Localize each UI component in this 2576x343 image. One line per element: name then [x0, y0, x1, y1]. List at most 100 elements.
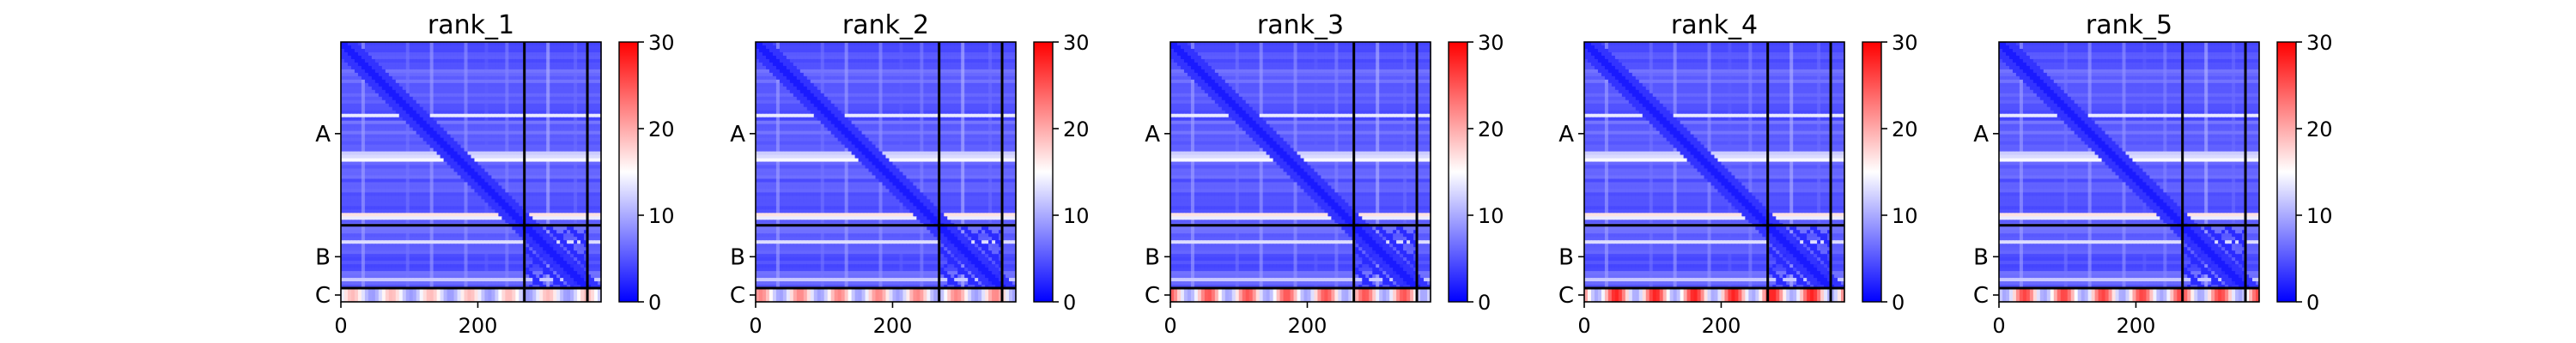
heatmap-cell — [368, 240, 373, 244]
heatmap-cell — [347, 250, 352, 255]
heatmap-cell — [570, 55, 574, 60]
heatmap-cell — [350, 213, 355, 217]
heatmap-cell — [594, 48, 598, 53]
heatmap-cell — [453, 151, 459, 156]
heatmap-cell — [591, 175, 595, 180]
heatmap-cell — [343, 96, 349, 101]
heatmap-cell — [350, 175, 355, 180]
heatmap-cell — [402, 82, 407, 87]
heatmap-cell — [405, 220, 410, 224]
heatmap-cell — [580, 79, 585, 84]
heatmap-cell — [371, 168, 376, 173]
heatmap-cell — [539, 99, 544, 105]
heatmap-cell — [550, 69, 554, 74]
heatmap-cell — [532, 120, 537, 125]
heatmap-cell — [574, 141, 578, 146]
heatmap-cell — [419, 220, 424, 224]
heatmap-cell — [467, 154, 472, 159]
heatmap-cell — [392, 96, 397, 101]
heatmap-cell — [560, 154, 564, 159]
heatmap-cell — [495, 154, 499, 159]
heatmap-cell — [508, 165, 513, 170]
heatmap-cell — [440, 189, 445, 194]
heatmap-cell — [357, 127, 362, 132]
heatmap-cell — [402, 161, 407, 166]
heatmap-cell — [419, 96, 424, 101]
heatmap-cell — [563, 48, 568, 53]
heatmap-cell — [429, 230, 434, 234]
heatmap-cell — [374, 137, 380, 142]
heatmap-cell — [467, 51, 472, 57]
heatmap-cell — [580, 199, 585, 203]
heatmap-cell — [374, 189, 380, 194]
heatmap-cell — [580, 250, 585, 255]
heatmap-cell — [543, 75, 547, 81]
heatmap-cell — [539, 51, 544, 57]
heatmap-cell — [405, 141, 410, 146]
heatmap-cell — [388, 48, 393, 53]
heatmap-cell — [416, 141, 421, 146]
heatmap-cell — [574, 178, 578, 184]
heatmap-cell — [467, 220, 472, 224]
heatmap-cell — [416, 48, 421, 53]
heatmap-cell — [508, 202, 513, 207]
heatmap-cell — [477, 65, 483, 70]
heatmap-cell — [488, 233, 493, 238]
heatmap-cell — [368, 189, 373, 194]
heatmap-cell — [591, 154, 595, 159]
heatmap-cell — [392, 233, 397, 238]
heatmap-cell — [474, 123, 479, 129]
heatmap-cell — [419, 86, 424, 91]
heatmap-cell — [543, 237, 547, 241]
heatmap-cell — [543, 230, 547, 234]
heatmap-cell — [447, 237, 452, 241]
heatmap-cell — [453, 72, 459, 77]
heatmap-cell — [378, 82, 383, 87]
heatmap-cell — [467, 151, 472, 156]
heatmap-cell — [368, 89, 373, 94]
heatmap-cell — [343, 261, 349, 265]
heatmap-cell — [570, 147, 574, 153]
heatmap-cell — [416, 106, 421, 111]
heatmap-cell — [594, 106, 598, 111]
heatmap-cell — [587, 172, 592, 177]
heatmap-cell — [385, 86, 390, 91]
heatmap-cell — [508, 175, 513, 180]
heatmap-cell — [594, 209, 598, 214]
heatmap-cell — [419, 168, 424, 173]
heatmap-cell — [460, 257, 465, 262]
heatmap-cell — [508, 127, 513, 132]
heatmap-cell — [364, 58, 369, 63]
heatmap-cell — [560, 172, 564, 177]
heatmap-cell — [515, 213, 519, 217]
heatmap-cell — [447, 189, 452, 194]
heatmap-cell — [429, 93, 434, 98]
heatmap-cell — [526, 99, 530, 105]
heatmap-cell — [447, 147, 452, 153]
heatmap-cell — [447, 82, 452, 87]
heatmap-cell — [343, 192, 349, 197]
heatmap-cell — [577, 151, 581, 156]
heatmap-cell — [570, 192, 574, 197]
heatmap-cell — [519, 48, 523, 53]
heatmap-cell — [426, 69, 431, 74]
heatmap-cell — [341, 189, 345, 194]
heatmap-cell — [570, 86, 574, 91]
heatmap-cell — [429, 202, 434, 207]
heatmap-cell — [591, 192, 595, 197]
heatmap-cell — [577, 185, 581, 190]
heatmap-cell — [385, 55, 390, 60]
heatmap-cell — [477, 240, 483, 244]
heatmap-cell — [574, 72, 578, 77]
heatmap-cell — [460, 199, 465, 203]
heatmap-cell — [368, 86, 373, 91]
heatmap-cell — [532, 233, 537, 238]
heatmap-cell — [498, 86, 502, 91]
heatmap-cell — [477, 130, 483, 135]
heatmap-cell — [471, 230, 476, 234]
heatmap-cell — [481, 75, 486, 81]
heatmap-cell — [587, 237, 592, 241]
heatmap-cell — [368, 51, 373, 57]
heatmap-cell — [501, 182, 506, 187]
heatmap-cell — [591, 209, 595, 214]
